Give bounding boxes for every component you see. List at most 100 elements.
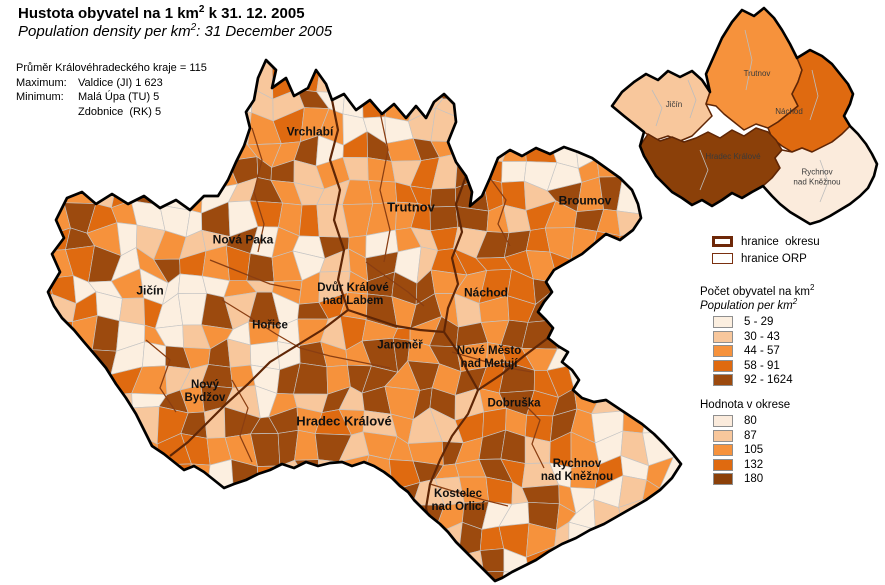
municipality-cell [70, 438, 97, 464]
municipality-cell [0, 139, 29, 157]
municipality-cell [153, 164, 190, 192]
municipality-cell [212, 61, 229, 93]
municipality-cell [499, 571, 537, 581]
municipality-cell [26, 460, 41, 480]
municipality-cell [0, 480, 30, 512]
municipality-cell [246, 253, 275, 282]
municipality-cell [110, 478, 146, 510]
municipality-cell [476, 63, 508, 100]
municipality-cell [590, 255, 621, 274]
municipality-cell [660, 344, 681, 365]
municipality-cell [163, 547, 183, 579]
municipality-cell [575, 273, 594, 300]
municipality-cell [48, 176, 53, 212]
municipality-cell [429, 544, 459, 578]
municipality-cell [84, 544, 122, 574]
municipality-cell [593, 140, 624, 162]
municipality-cell [0, 211, 29, 228]
orp-boundaries [145, 111, 545, 507]
district-value-row: 180 [700, 472, 790, 487]
municipality-cell [480, 17, 509, 48]
municipality-cell [320, 510, 348, 535]
municipality-cell [48, 547, 73, 581]
municipality-cell [546, 112, 575, 133]
municipality-cell [48, 406, 50, 443]
municipality-cell [208, 130, 235, 164]
municipality-cell [156, 476, 189, 511]
municipality-cell [337, 62, 366, 96]
municipality-cell [505, 66, 526, 98]
density-legend-title-superscript: 2 [809, 283, 815, 293]
municipality-cell [108, 503, 146, 536]
municipality-cell [432, 25, 467, 54]
municipality-cell [686, 530, 712, 547]
municipality-cell [0, 246, 18, 283]
municipality-cell [315, 550, 352, 575]
municipality-cell [453, 571, 484, 581]
municipality-cell [390, 60, 413, 70]
municipality-cell [256, 465, 281, 485]
district-legend-rows: 80 87 105 132 180 [700, 414, 790, 487]
municipality-cell [27, 157, 45, 189]
district-value-swatch [713, 444, 733, 457]
municipality-cell [568, 551, 599, 572]
municipality-cell [86, 390, 116, 414]
municipality-cell [118, 297, 146, 326]
municipality-cell [390, 64, 420, 95]
municipality-cell [344, 522, 373, 555]
municipality-cell [636, 229, 675, 255]
municipality-cell [63, 481, 95, 503]
municipality-cell [690, 202, 718, 237]
municipality-cell [452, 141, 481, 159]
municipality-cell [131, 460, 158, 489]
municipality-cell [669, 201, 681, 238]
municipality-cell [412, 26, 432, 52]
municipality-cell [68, 544, 91, 579]
municipality-cell [362, 60, 398, 70]
municipality-cell [270, 527, 301, 556]
municipality-cell [70, 161, 93, 189]
municipality-cell [647, 547, 670, 581]
municipality-cell [183, 134, 213, 166]
density-class-swatch [713, 345, 733, 358]
municipality-cell [207, 484, 237, 509]
municipality-cell [429, 187, 457, 208]
municipality-cell [570, 464, 600, 490]
municipality-cell [48, 527, 53, 558]
municipality-cell [256, 477, 280, 513]
municipality-cell [48, 293, 53, 323]
municipality-cell [3, 342, 29, 374]
municipality-cell [88, 411, 118, 445]
density-class-label: 30 - 43 [744, 330, 780, 343]
municipality-cell [182, 120, 213, 143]
municipality-cell [48, 502, 67, 529]
municipality-cell [458, 476, 490, 504]
municipality-cell [670, 20, 695, 50]
density-class-swatch [713, 330, 733, 343]
municipality-cell [429, 206, 459, 232]
municipality-cell [22, 435, 43, 461]
municipality-cell [501, 17, 523, 50]
municipality-cell [48, 161, 72, 190]
municipality-cell [522, 66, 555, 98]
municipality-cell [647, 343, 666, 370]
district-value-label: 80 [744, 415, 757, 428]
title-block: Hustota obyvatel na 1 km2 k 31. 12. 2005… [18, 5, 332, 41]
municipality-cell [0, 415, 28, 442]
municipality-cell [454, 62, 481, 100]
municipality-cell [387, 549, 419, 574]
municipality-cell [500, 60, 526, 71]
municipality-cell [644, 392, 667, 422]
municipality-cell [641, 213, 673, 232]
municipality-cell [156, 463, 192, 489]
municipality-cell [0, 435, 26, 467]
district-value-label: 132 [744, 458, 764, 471]
municipality-cell [256, 498, 279, 535]
subtitle-superscript: 2 [190, 22, 197, 33]
municipality-cell [361, 522, 395, 559]
okres-boundaries [169, 99, 549, 555]
municipality-cell [157, 499, 186, 535]
municipality-cell [318, 477, 348, 512]
municipality-cell [141, 482, 158, 505]
municipality-cell [683, 501, 715, 530]
